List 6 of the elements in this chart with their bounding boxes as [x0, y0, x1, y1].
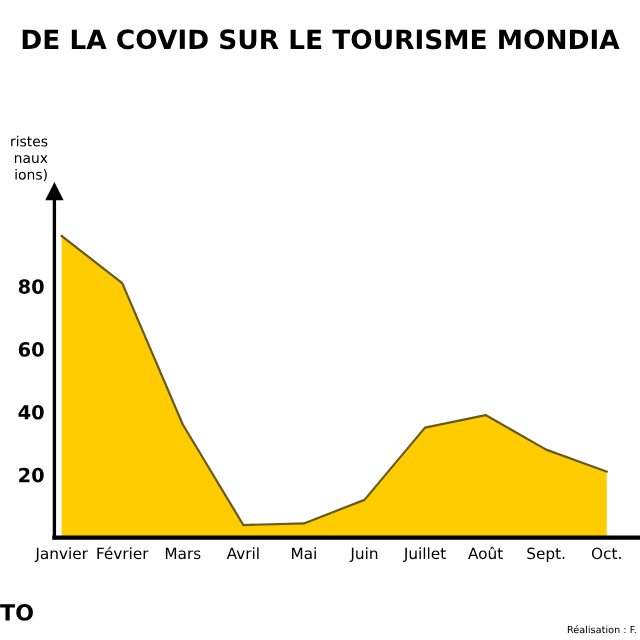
y-tick-label: 80	[18, 279, 44, 294]
y-tick-label: 60	[18, 342, 44, 357]
text: TO	[0, 604, 33, 621]
y-tick-label: 40	[18, 404, 44, 420]
chart-title: DE LA COVID SUR LE TOURISME MONDIA	[22, 29, 620, 50]
y-tick-label: 20	[19, 467, 44, 483]
